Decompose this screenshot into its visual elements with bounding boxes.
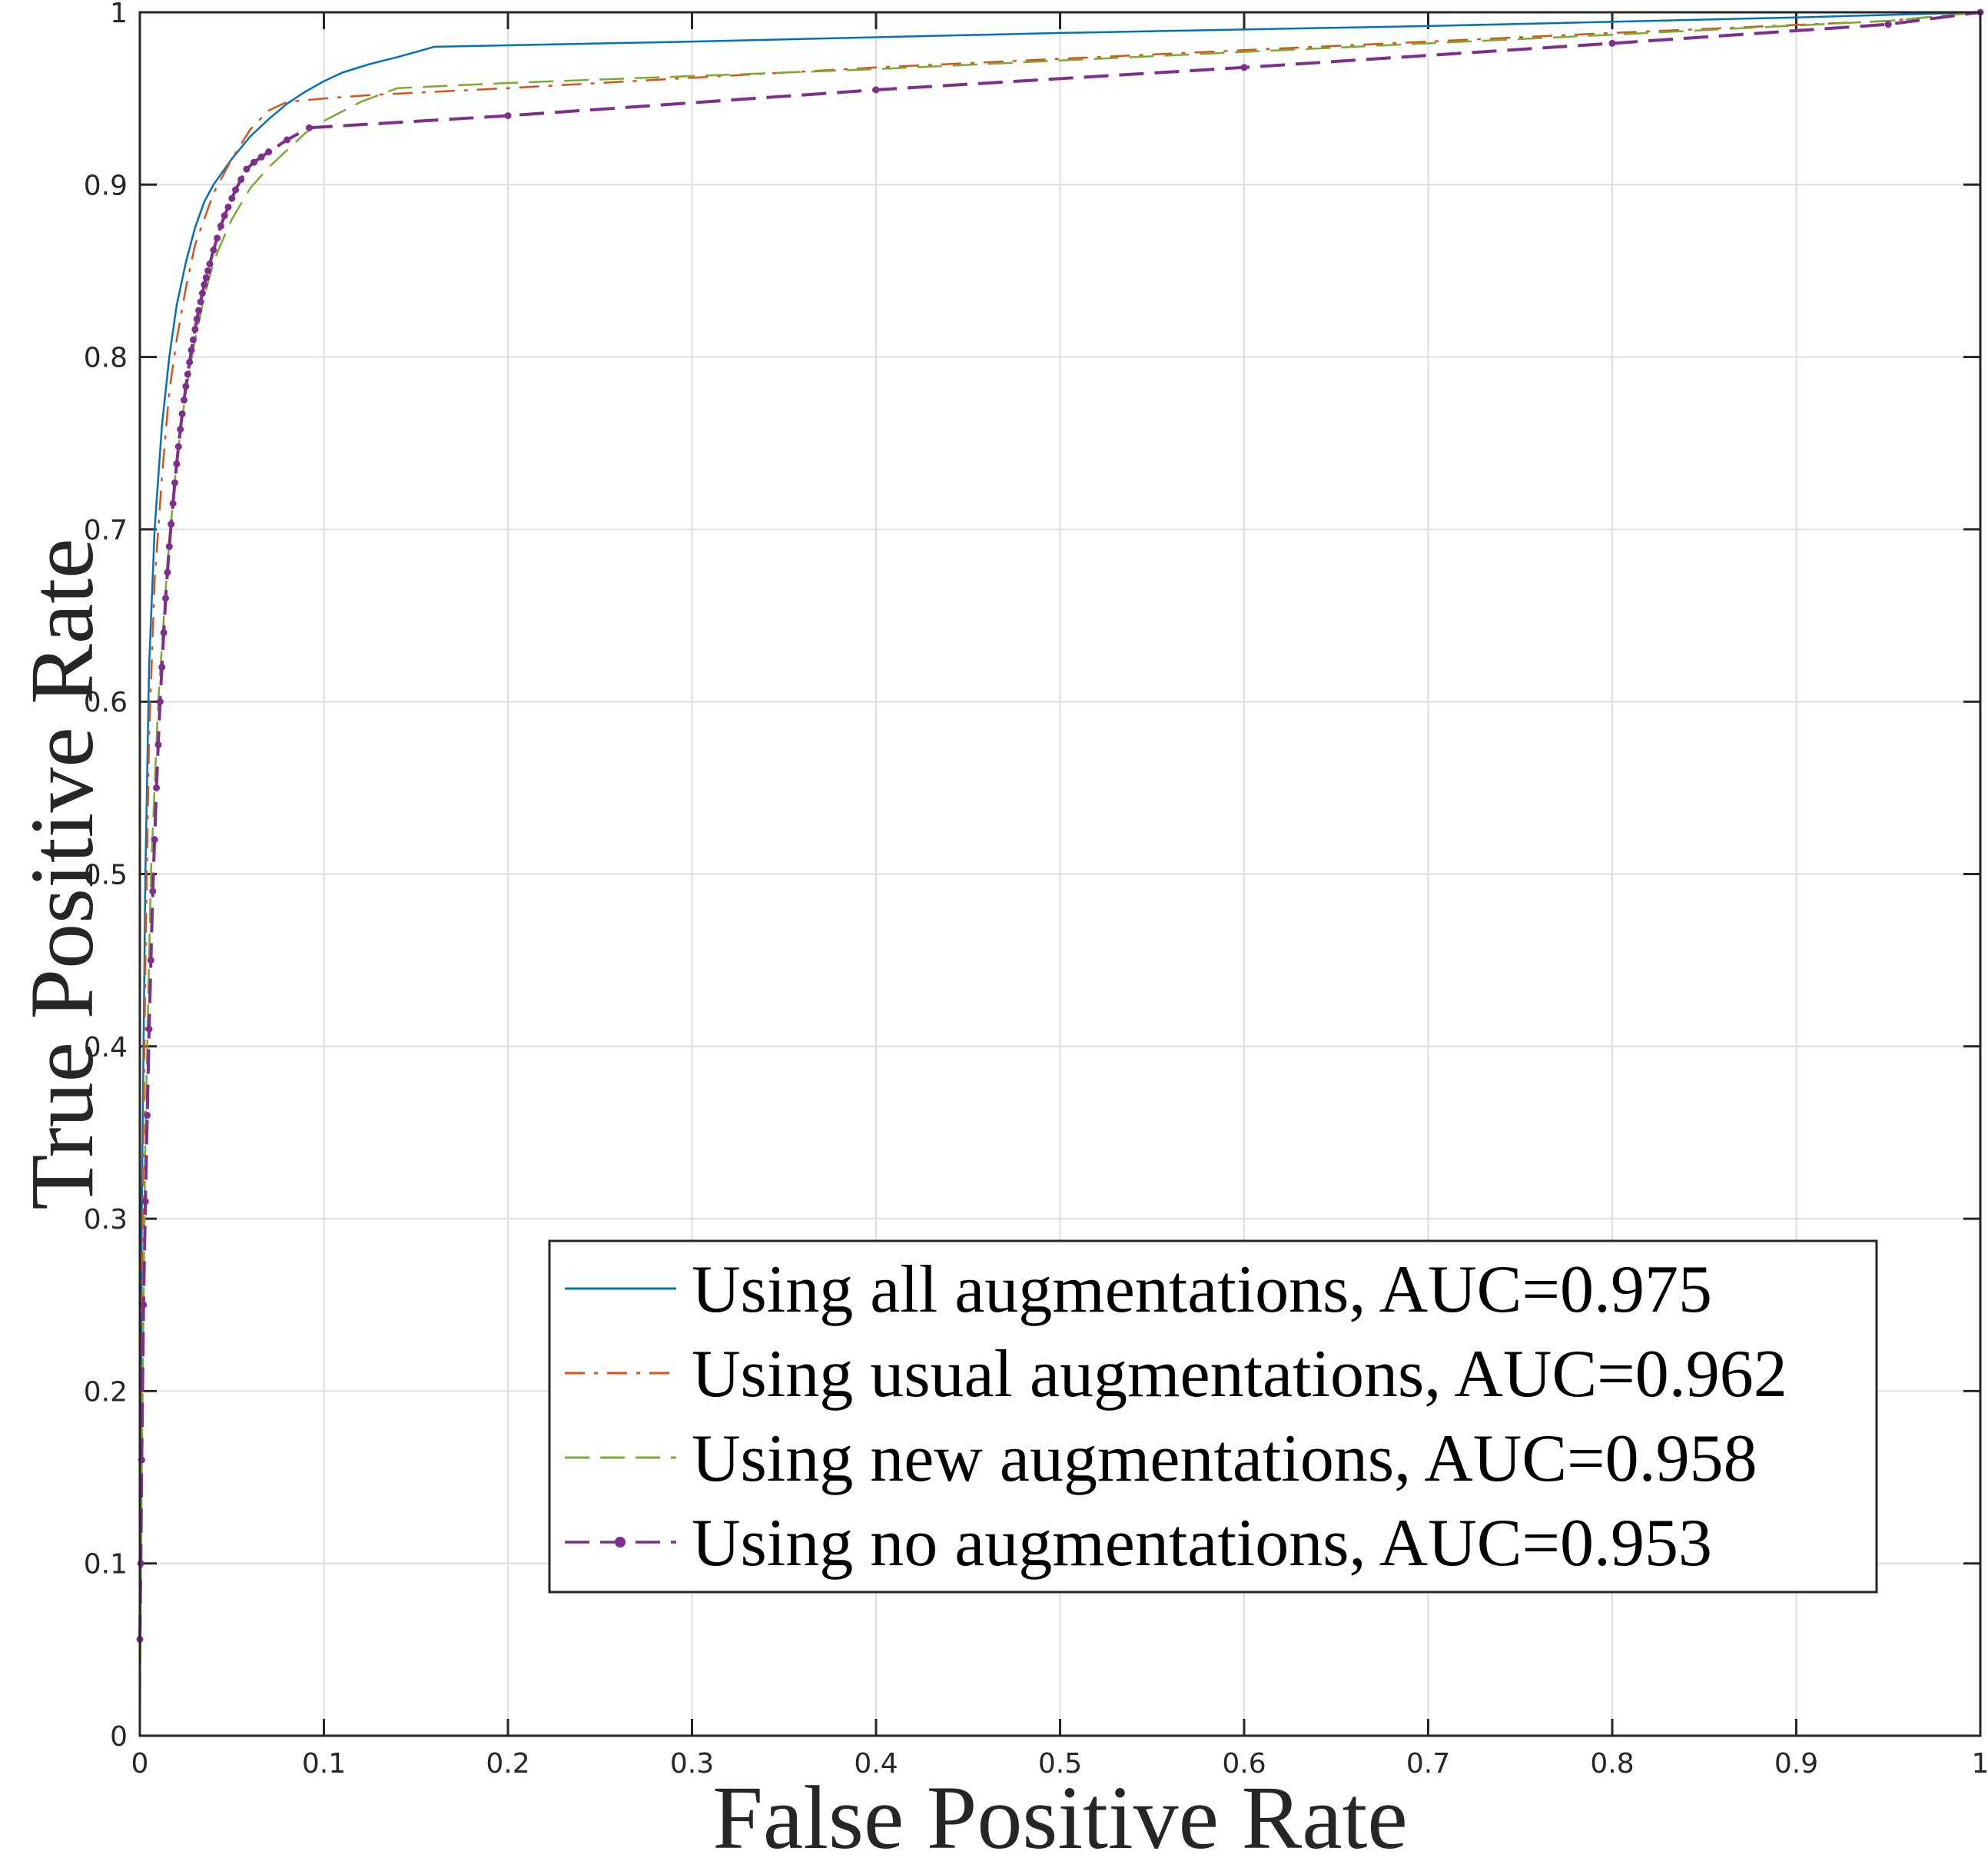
- y-tick-label: 0.2: [84, 1376, 128, 1408]
- x-tick-label: 1: [1972, 1748, 1988, 1780]
- y-tick-label: 0.9: [84, 170, 128, 201]
- y-tick-label: 0.6: [84, 687, 128, 718]
- x-tick-label: 0: [131, 1748, 149, 1780]
- series-point: [214, 234, 221, 242]
- series-point: [149, 887, 157, 895]
- y-tick-label: 0.7: [84, 515, 128, 546]
- x-tick-label: 0.5: [1038, 1748, 1082, 1780]
- x-tick-label: 0.2: [486, 1748, 529, 1780]
- series-point: [158, 663, 166, 671]
- y-tick-label: 1: [110, 0, 128, 29]
- series-point: [186, 358, 194, 366]
- series-point: [145, 1025, 153, 1033]
- series-point: [193, 315, 201, 323]
- x-tick-label: 0.9: [1774, 1748, 1818, 1780]
- series-point: [265, 148, 273, 156]
- x-tick-label: 0.6: [1222, 1748, 1266, 1780]
- series-point: [168, 520, 175, 528]
- series-point: [284, 136, 291, 144]
- series-point: [154, 741, 162, 748]
- series-point: [188, 347, 195, 354]
- series-point: [180, 396, 188, 404]
- series-point: [153, 784, 161, 791]
- series-point: [237, 176, 245, 184]
- series-point: [162, 595, 170, 602]
- y-tick-label: 0.4: [84, 1032, 128, 1063]
- legend-label: Using no augmentations, AUC=0.953: [692, 1506, 1712, 1581]
- x-tick-label: 0.3: [670, 1748, 714, 1780]
- y-axis-title: True Positive Rate: [12, 538, 112, 1209]
- series-point: [160, 629, 168, 636]
- series-point: [156, 698, 164, 705]
- legend-label: Using new augmentations, AUC=0.958: [692, 1421, 1757, 1496]
- legend-box: [548, 1239, 1878, 1594]
- series-point: [195, 307, 203, 314]
- y-tick-label: 0: [110, 1721, 128, 1753]
- x-tick-label: 0.8: [1590, 1748, 1634, 1780]
- series-point: [243, 165, 251, 173]
- series-point: [210, 247, 217, 254]
- series-point: [173, 460, 181, 468]
- series-point: [206, 260, 214, 267]
- series-point: [224, 203, 232, 211]
- series-point: [151, 836, 158, 844]
- tick-labels: 0 0.1 0.2 0.3 0.4 0.5 0.6 0.7 0.8 0.9 1 0 0.1 0.2 0.3 0…: [84, 0, 1988, 1780]
- y-tick-label: 0.8: [84, 343, 128, 374]
- series-point: [141, 1198, 149, 1206]
- axes-box: [138, 11, 1982, 1737]
- series-point: [197, 298, 204, 306]
- series-point: [872, 86, 880, 94]
- series-line-3: [138, 11, 1981, 1737]
- series-point: [147, 957, 154, 964]
- series-point: [182, 383, 190, 390]
- series-point: [191, 326, 199, 333]
- series-point: [177, 426, 184, 433]
- y-tick-label: 0.3: [84, 1204, 128, 1236]
- series-point: [171, 479, 179, 486]
- series-point: [144, 1112, 151, 1120]
- series-point: [217, 222, 224, 230]
- series-point: [1608, 39, 1616, 47]
- series-point: [228, 194, 236, 202]
- series-point: [202, 274, 210, 281]
- legend: Using all augmentations, AUC=0.975 Using …: [548, 1239, 1878, 1594]
- series-point: [257, 153, 265, 161]
- series-point: [204, 267, 212, 274]
- x-tick-label: 0.4: [854, 1748, 898, 1780]
- x-tick-label: 0.7: [1406, 1748, 1450, 1780]
- series-lines: [136, 8, 1984, 1737]
- series-point: [164, 569, 171, 576]
- series-point: [504, 112, 512, 120]
- series-point: [184, 370, 191, 378]
- x-tick-label: 0.1: [302, 1748, 346, 1780]
- series-point: [189, 336, 197, 343]
- series-point: [232, 186, 240, 194]
- series-point: [201, 280, 208, 288]
- series-line-1: [138, 11, 1981, 1737]
- series-point: [169, 499, 177, 507]
- legend-label: Using usual augmentations, AUC=0.962: [692, 1337, 1787, 1412]
- series-point: [305, 124, 313, 131]
- y-tick-label: 0.5: [84, 860, 128, 891]
- legend-label: Using all augmentations, AUC=0.975: [692, 1252, 1712, 1327]
- series-line-2: [138, 11, 1981, 1737]
- series-point: [1884, 21, 1892, 28]
- series-point: [174, 443, 182, 450]
- series-point: [178, 410, 186, 418]
- series-point: [1240, 64, 1248, 71]
- x-axis-title: False Positive Rate: [712, 1767, 1408, 1857]
- series-point: [165, 542, 173, 550]
- series-point: [198, 290, 206, 297]
- series-point: [250, 158, 257, 166]
- legend-marker: [615, 1537, 626, 1548]
- series-point: [221, 212, 228, 220]
- y-tick-label: 0.1: [84, 1549, 128, 1581]
- series-point: [140, 1301, 148, 1309]
